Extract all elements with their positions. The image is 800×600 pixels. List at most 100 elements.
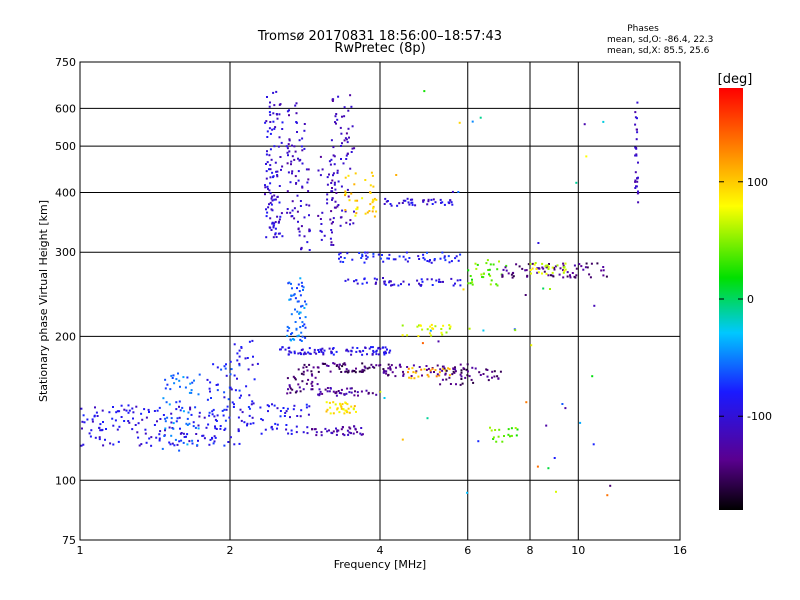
data-point xyxy=(324,362,327,365)
data-point xyxy=(368,366,371,369)
data-point xyxy=(335,122,337,125)
data-point xyxy=(153,410,156,412)
data-point xyxy=(214,427,217,430)
data-point xyxy=(602,269,605,272)
data-point xyxy=(588,273,591,276)
data-point xyxy=(158,406,161,409)
data-point xyxy=(227,398,230,401)
data-point xyxy=(389,280,392,283)
data-point xyxy=(236,359,239,362)
data-point xyxy=(224,419,227,422)
data-point xyxy=(321,168,324,171)
data-point xyxy=(297,368,300,371)
data-point xyxy=(173,444,176,447)
data-point xyxy=(307,351,310,354)
data-point xyxy=(469,282,472,285)
data-point xyxy=(421,374,423,377)
data-point xyxy=(288,350,291,353)
data-point xyxy=(296,131,298,133)
data-point xyxy=(379,257,382,260)
data-point xyxy=(208,387,211,390)
data-point xyxy=(272,175,275,178)
data-point xyxy=(371,346,374,349)
data-point xyxy=(247,368,250,371)
data-point xyxy=(328,347,331,350)
data-point xyxy=(383,203,386,205)
data-point xyxy=(372,252,375,255)
data-point xyxy=(418,258,421,260)
data-point xyxy=(402,199,405,202)
data-point xyxy=(402,370,404,373)
data-point xyxy=(323,349,326,352)
data-point xyxy=(452,370,455,373)
data-point xyxy=(580,265,583,268)
data-point xyxy=(297,157,299,160)
data-point xyxy=(164,420,167,423)
data-point xyxy=(351,346,354,349)
data-point xyxy=(408,203,411,206)
data-point xyxy=(364,212,367,215)
data-point xyxy=(274,227,277,230)
data-point xyxy=(94,436,97,439)
data-point xyxy=(225,374,228,377)
data-point xyxy=(365,389,368,392)
data-point xyxy=(288,281,291,284)
data-point xyxy=(413,377,416,380)
data-point xyxy=(558,273,561,276)
data-point xyxy=(317,349,320,351)
data-point xyxy=(442,367,445,370)
data-point xyxy=(356,391,359,394)
data-point xyxy=(302,373,305,376)
data-point xyxy=(159,430,162,433)
data-point xyxy=(138,444,141,447)
data-point xyxy=(309,352,312,355)
data-point xyxy=(307,168,310,171)
data-point xyxy=(336,169,339,172)
data-point xyxy=(321,347,324,350)
data-point xyxy=(498,260,500,263)
data-point xyxy=(301,335,304,338)
data-point xyxy=(313,428,316,431)
data-point xyxy=(220,368,223,371)
data-point xyxy=(175,408,178,411)
data-point xyxy=(394,258,397,261)
data-point xyxy=(319,390,322,393)
data-point xyxy=(332,390,335,393)
data-point xyxy=(437,340,440,343)
data-point xyxy=(308,214,310,217)
data-point xyxy=(201,434,204,437)
data-point xyxy=(334,403,337,406)
data-point xyxy=(501,440,504,443)
data-point xyxy=(184,386,187,389)
data-point xyxy=(482,272,485,275)
data-point xyxy=(349,223,351,226)
data-point xyxy=(194,406,197,409)
data-point xyxy=(101,428,104,431)
data-point xyxy=(514,427,517,429)
data-point xyxy=(98,426,101,429)
data-point xyxy=(634,123,637,126)
data-point xyxy=(166,416,169,419)
data-point xyxy=(331,187,333,189)
data-point xyxy=(430,278,433,281)
data-point xyxy=(427,367,430,370)
data-point xyxy=(637,191,640,194)
data-point xyxy=(515,434,518,437)
data-point xyxy=(474,262,477,265)
data-point xyxy=(371,174,374,177)
data-point xyxy=(208,414,211,417)
data-point xyxy=(229,373,232,376)
data-point xyxy=(362,370,364,373)
data-point xyxy=(391,284,394,287)
data-point xyxy=(551,271,554,274)
data-point xyxy=(353,405,356,408)
y-tick-label: 75 xyxy=(62,534,76,547)
data-point xyxy=(186,376,189,379)
data-point xyxy=(202,434,205,437)
data-point xyxy=(454,257,457,260)
data-point xyxy=(366,211,369,214)
data-point xyxy=(238,362,241,365)
data-point xyxy=(489,426,491,429)
data-point xyxy=(441,333,444,336)
data-point xyxy=(136,431,139,434)
